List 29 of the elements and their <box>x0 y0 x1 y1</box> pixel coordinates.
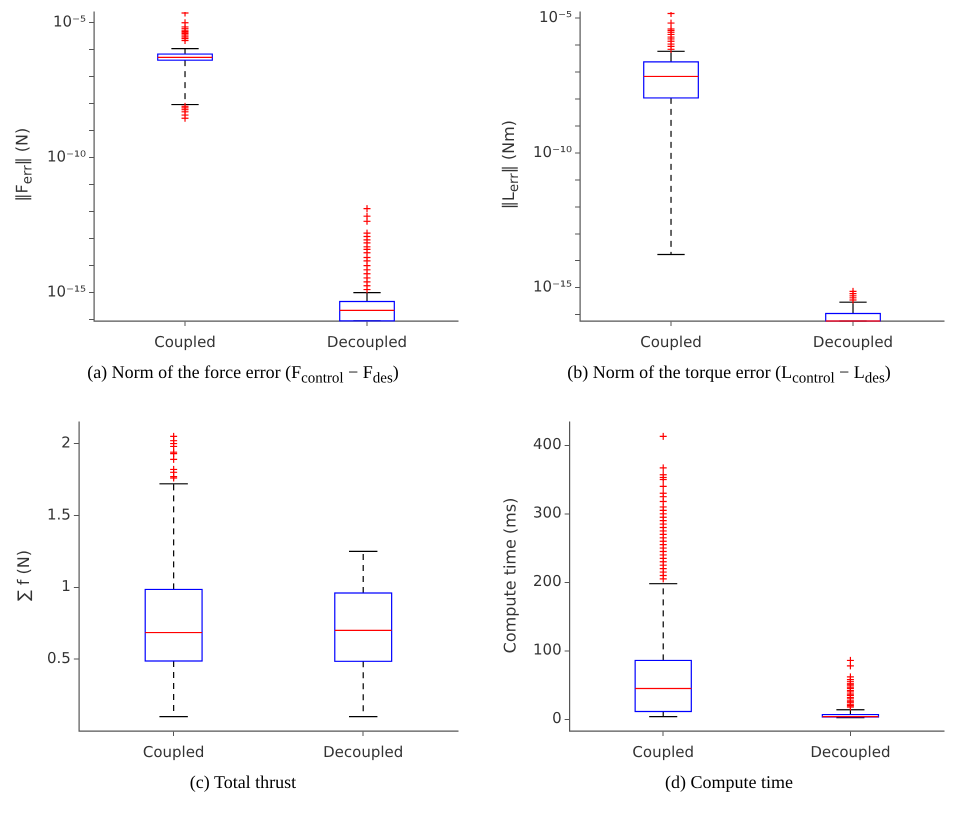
y-axis-title: Compute time (ms) <box>500 497 520 653</box>
x-tick-label: Decoupled <box>812 332 894 351</box>
x-tick-label: Coupled <box>154 332 216 351</box>
x-tick-label: Decoupled <box>810 742 890 761</box>
x-tick-label: Coupled <box>632 742 694 761</box>
y-tick-label: 300 <box>532 504 562 522</box>
y-tick-label: 10⁻⁵ <box>539 8 572 26</box>
text: (b) Norm of the torque error (L$_{control}$ − L$_{des}$) <box>566 362 892 388</box>
x-tick-label: Decoupled <box>323 742 404 761</box>
text: (c) Total thrust <box>188 772 298 793</box>
y-axis-title: ∑ f (N) <box>14 549 34 601</box>
y-tick-label: 400 <box>532 435 562 454</box>
y-tick-label: 1 <box>61 577 71 596</box>
text: (d) Compute time <box>664 772 794 793</box>
y-tick-label: 10⁻⁵ <box>53 12 86 31</box>
y-tick-label: 0.5 <box>46 649 71 668</box>
x-tick-label: Decoupled <box>326 332 408 351</box>
x-tick-label: Coupled <box>640 332 702 351</box>
y-tick-label: 10⁻¹⁰ <box>47 148 86 166</box>
y-tick-label: 2 <box>61 433 71 452</box>
y-tick-label: 200 <box>532 572 562 590</box>
text: (a) Norm of the force error (F$_{control}$ − F$_{des}$) <box>86 362 400 388</box>
y-tick-label: 1.5 <box>46 505 71 524</box>
x-tick-label: Coupled <box>142 742 204 761</box>
y-tick-label: 10⁻¹⁵ <box>533 278 572 296</box>
y-tick-label: 10⁻¹⁰ <box>533 142 572 161</box>
y-tick-label: 0 <box>552 709 562 728</box>
y-tick-label: 100 <box>532 640 562 659</box>
y-tick-label: 10⁻¹⁵ <box>47 282 86 301</box>
